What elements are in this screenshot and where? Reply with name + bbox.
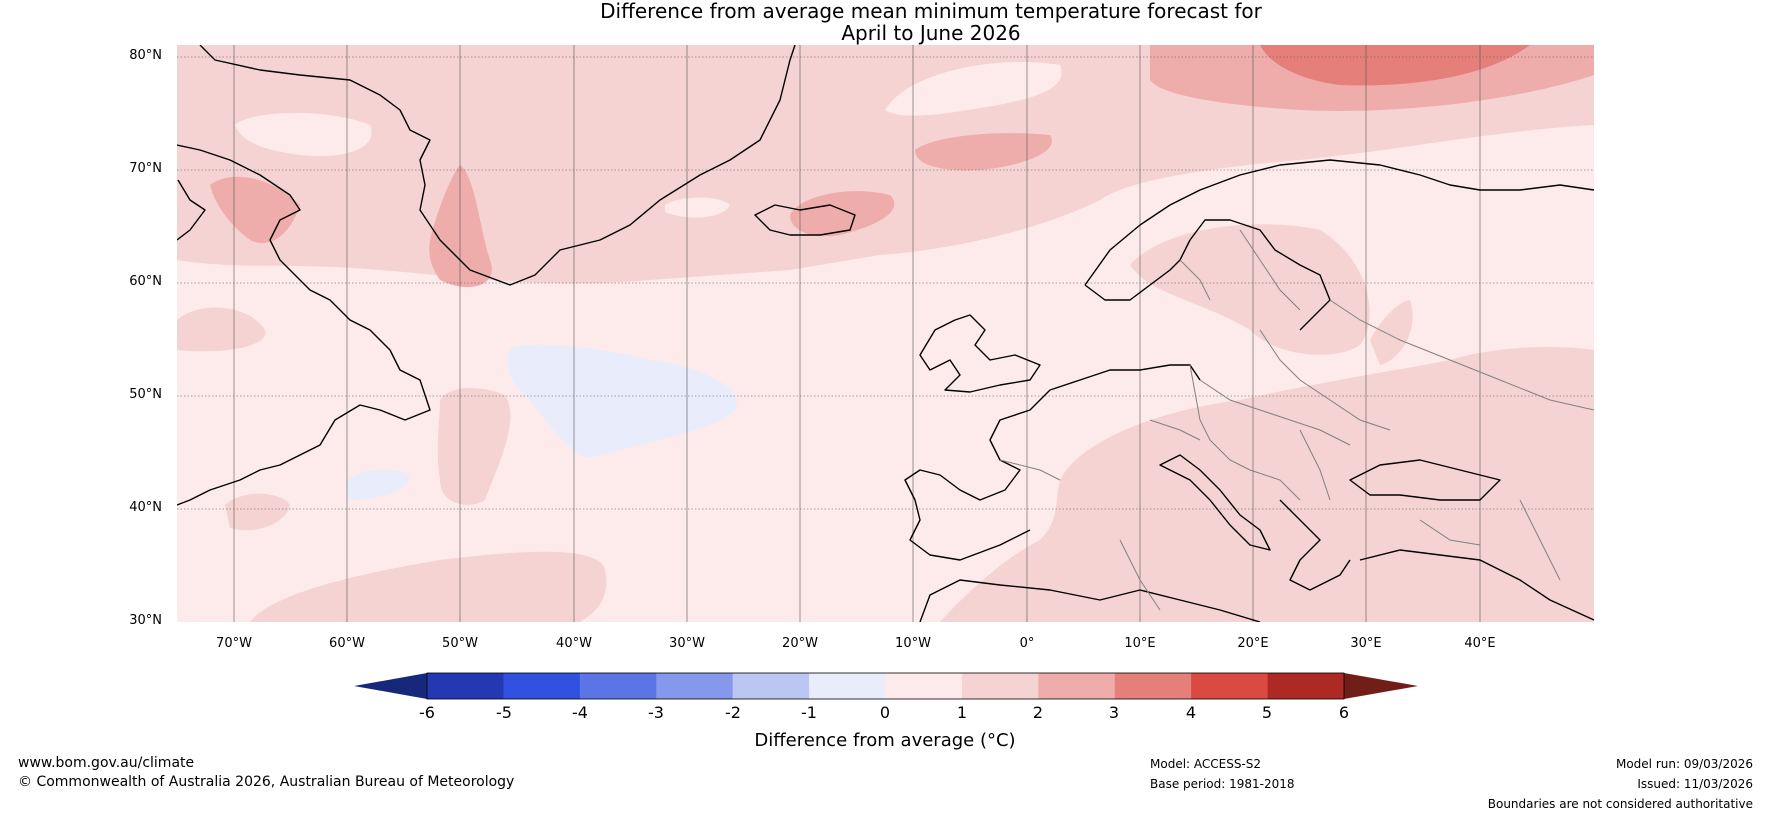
- longitude-gridlines: [233, 45, 1481, 622]
- scandinavia-north-coast: [1084, 159, 1594, 286]
- lon-label-20e: 20°E: [1237, 636, 1269, 651]
- anomaly-patch-2-3-greenland: [429, 165, 492, 288]
- footer-copyright: © Commonwealth of Australia 2026, Austra…: [18, 774, 515, 790]
- lon-label-40e: 40°E: [1464, 636, 1496, 651]
- north-africa-coast: [919, 579, 1261, 622]
- lat-label-60n: 60°N: [129, 274, 162, 289]
- anomaly-patch-negative-atlantic: [507, 344, 738, 457]
- colorbar-segment: [732, 673, 810, 699]
- colorbar-segment: [885, 673, 963, 699]
- north-america-coast: [177, 144, 431, 506]
- lat-label-30n: 30°N: [129, 613, 162, 628]
- british-isles-coast: [919, 314, 1041, 393]
- colorbar-segment: [961, 673, 1039, 699]
- iceland-coast: [754, 204, 856, 236]
- colorbar-segment: [1191, 673, 1269, 699]
- colorbar-tick: -3: [648, 703, 664, 722]
- colorbar-segment: [1267, 673, 1345, 699]
- scandinavia-south-coast: [1084, 219, 1331, 331]
- colorbar-tick: -5: [496, 703, 512, 722]
- colorbar-tick: 1: [956, 703, 968, 722]
- anomaly-patch-1-2-baltic: [1370, 300, 1413, 365]
- colorbar-extend-high: [1344, 673, 1418, 699]
- anomaly-patch-1-2-atlantic-south: [250, 551, 607, 622]
- anomaly-patch-light-1: [885, 62, 1062, 116]
- iberia-coast: [904, 389, 1051, 561]
- latitude-gridlines: [177, 56, 1594, 510]
- anomaly-patch-1-2-newfoundland: [177, 307, 266, 352]
- colorbar-segment: [427, 673, 504, 699]
- anomaly-patch-light-3: [665, 197, 730, 218]
- footer-base-period: Base period: 1981-2018: [1150, 777, 1295, 791]
- footer-website-link[interactable]: www.bom.gov.au/climate: [18, 755, 195, 771]
- lon-label-40w: 40°W: [556, 636, 592, 651]
- colorbar-label: Difference from average (°C): [754, 730, 1016, 751]
- lon-label-10e: 10°E: [1124, 636, 1156, 651]
- lat-label-80n: 80°N: [129, 48, 162, 63]
- baffin-coast: [177, 179, 206, 241]
- country-borders: [999, 229, 1594, 611]
- map-area: [177, 45, 1594, 622]
- colorbar-segment: [579, 673, 657, 699]
- anomaly-patch-2-3-iceland: [790, 191, 895, 237]
- anomaly-patch-1-2-atlantic-2: [225, 493, 290, 531]
- lat-label-70n: 70°N: [129, 161, 162, 176]
- lon-label-30w: 30°W: [669, 636, 705, 651]
- anomaly-patch-negative-small: [345, 469, 410, 500]
- greenland-coast: [199, 45, 796, 286]
- lat-label-50n: 50°N: [129, 387, 162, 402]
- colorbar-tick: 5: [1261, 703, 1273, 722]
- colorbar-tick: 0: [879, 703, 891, 722]
- footer-issued: Issued: 11/03/2026: [1637, 777, 1753, 791]
- colorbar-segments: [427, 673, 1345, 699]
- colorbar-tick: -2: [725, 703, 741, 722]
- lon-label-10w: 10°W: [895, 636, 931, 651]
- colorbar-tick: -4: [572, 703, 588, 722]
- lon-label-20w: 20°W: [782, 636, 818, 651]
- lat-label-40n: 40°N: [129, 500, 162, 515]
- colorbar-segment: [656, 673, 734, 699]
- anomaly-patch-light-2: [235, 112, 372, 157]
- colorbar-segment: [503, 673, 581, 699]
- colorbar-tick: 2: [1032, 703, 1044, 722]
- footer-model: Model: ACCESS-S2: [1150, 757, 1262, 771]
- lon-label-30e: 30°E: [1350, 636, 1382, 651]
- colorbar-segment: [1038, 673, 1116, 699]
- lon-label-0: 0°: [1019, 636, 1035, 651]
- colorbar-outline: [426, 672, 1345, 700]
- colorbar-tick: -6: [419, 703, 435, 722]
- colorbar: [354, 672, 1418, 700]
- colorbar-extend-low: [354, 673, 427, 699]
- colorbar-segment: [1114, 673, 1192, 699]
- anomaly-patch-2-3-jan-mayen: [915, 133, 1052, 171]
- balkan-coast: [1279, 499, 1351, 591]
- colorbar-tick: 6: [1338, 703, 1350, 722]
- anomaly-patch-1-2-atlantic-1: [437, 388, 511, 505]
- footer-model-run: Model run: 09/03/2026: [1615, 757, 1753, 771]
- colorbar-tick: 4: [1185, 703, 1197, 722]
- map-title-line-2: April to June 2026: [841, 21, 1021, 45]
- turkey-coast: [1359, 549, 1594, 621]
- map-title-line-1: Difference from average mean minimum tem…: [600, 0, 1262, 23]
- italy-coast: [1159, 454, 1271, 551]
- coastlines: [177, 45, 1594, 622]
- colorbar-segment: [809, 673, 886, 699]
- lon-label-70w: 70°W: [216, 636, 252, 651]
- colorbar-tick: -1: [801, 703, 817, 722]
- black-sea-coast: [1349, 459, 1501, 501]
- footer-disclaimer: Boundaries are not considered authoritat…: [1487, 797, 1753, 811]
- colorbar-tick: 3: [1108, 703, 1120, 722]
- lon-label-50w: 50°W: [442, 636, 478, 651]
- anomaly-patch-3-4-barents: [1260, 45, 1530, 86]
- anomaly-patch-1-2-scandinavia: [1130, 224, 1370, 355]
- lon-label-60w: 60°W: [329, 636, 365, 651]
